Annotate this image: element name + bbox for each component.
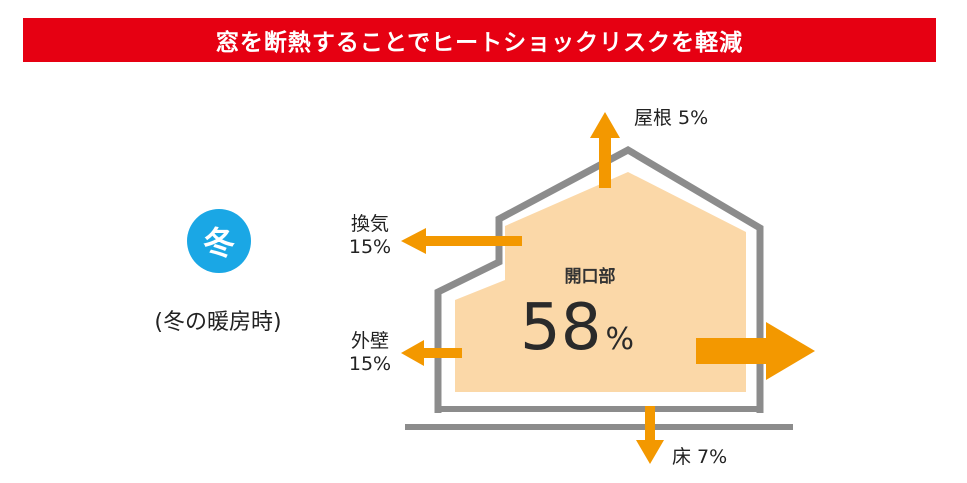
outer-wall-name: 外壁 xyxy=(350,330,389,352)
page-title-banner: 窓を断熱することでヒートショックリスクを軽減 xyxy=(23,18,936,62)
opening-loss-unit: % xyxy=(605,322,634,357)
roof-loss-label: 屋根 5% xyxy=(634,107,709,129)
opening-loss-number: 58 xyxy=(520,291,602,365)
ventilation-heat-arrow xyxy=(401,228,522,254)
ventilation-name: 換気 xyxy=(350,213,389,235)
outer-wall-loss-label: 外壁 15% xyxy=(340,330,400,376)
opening-loss-label: 開口部 xyxy=(564,267,616,287)
outer-wall-value: 15% xyxy=(348,353,392,375)
opening-heat-arrow xyxy=(696,322,815,380)
opening-loss-value: 58% xyxy=(520,288,690,368)
ventilation-loss-label: 換気 15% xyxy=(340,213,400,259)
house-interior-fill xyxy=(455,172,746,392)
ventilation-value: 15% xyxy=(348,236,392,258)
floor-loss-label: 床 7% xyxy=(672,446,728,468)
roof-heat-arrow xyxy=(590,112,620,188)
floor-heat-arrow xyxy=(636,406,664,464)
winter-heating-caption: (冬の暖房時) xyxy=(154,310,282,335)
winter-badge: 冬 xyxy=(187,209,251,273)
house-outline xyxy=(434,145,764,413)
outer-wall-heat-arrow xyxy=(401,340,462,366)
